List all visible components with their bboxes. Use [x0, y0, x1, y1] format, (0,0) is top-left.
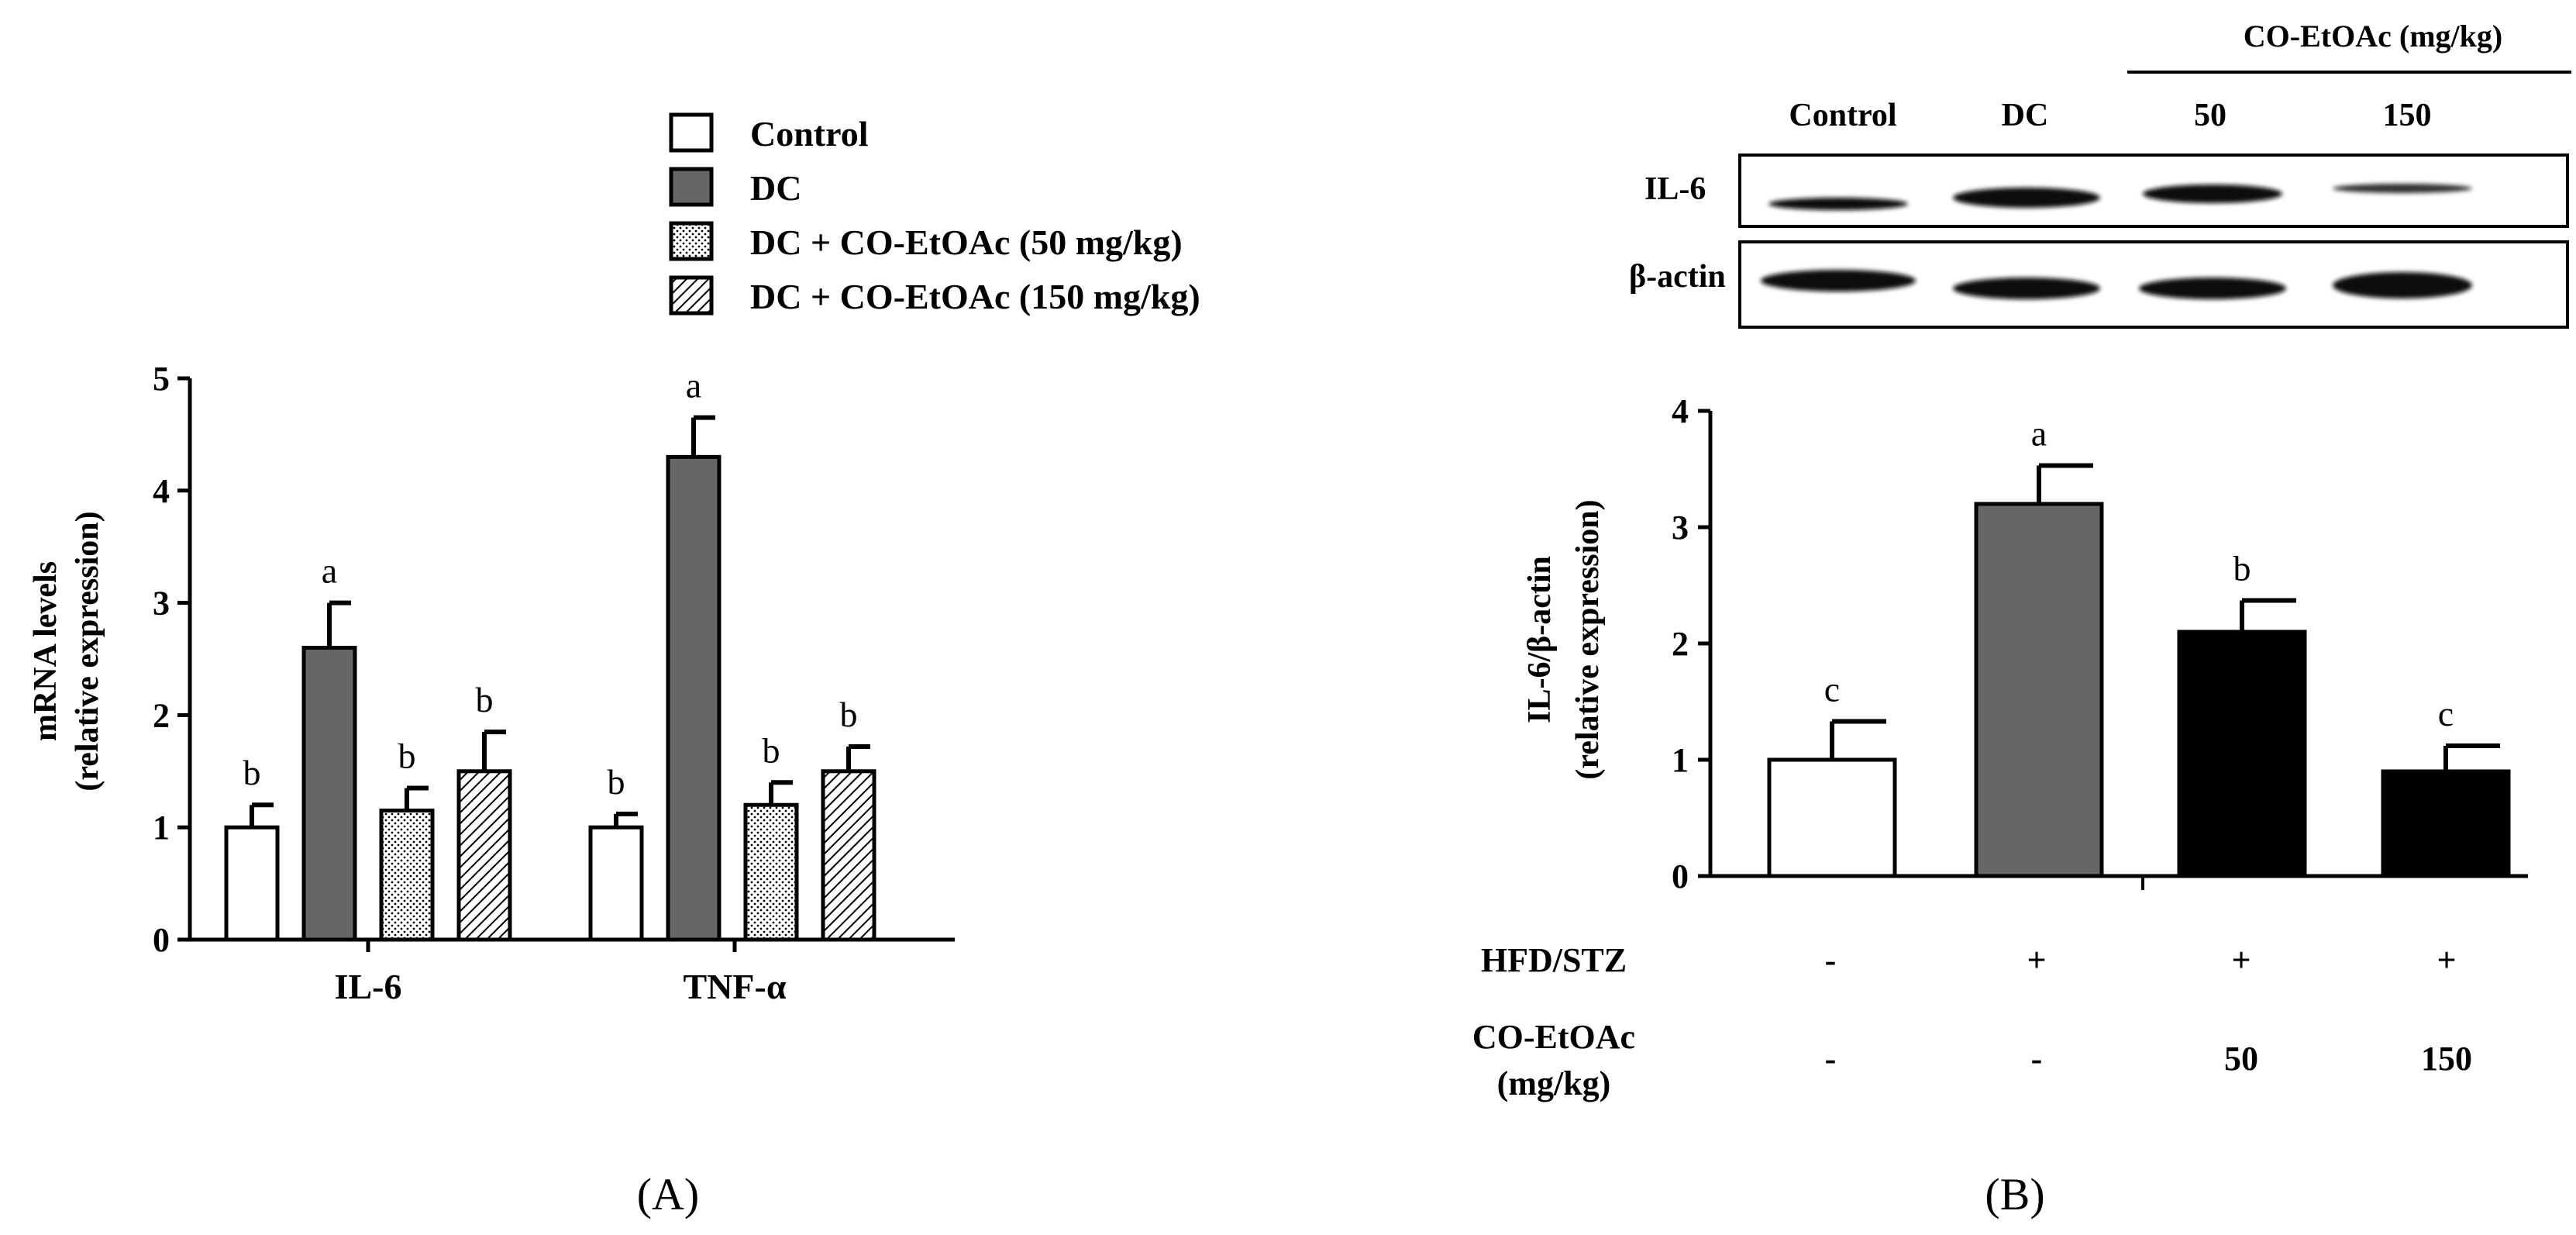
- chart-b-bar: [1974, 502, 2104, 878]
- chart-a-x-category-label: TNF-α: [684, 967, 787, 1006]
- chart-a-significance-letter: b: [763, 730, 780, 770]
- il6-band-50: [2143, 185, 2282, 203]
- chart-a-bar: [743, 802, 799, 942]
- panel-b-label: (B): [1985, 1169, 2044, 1219]
- chart-a-significance-letter: b: [243, 753, 261, 792]
- condition-table: HFD/STZ CO-EtOAc (mg/kg) - + + + - - 50 …: [1472, 941, 2472, 1102]
- western-blot: CO-EtOAc (mg/kg) Control DC 50 150 IL-6 …: [1629, 19, 2571, 329]
- chart-a-bar: [379, 808, 435, 942]
- legend-label-control: Control: [750, 114, 869, 154]
- chart-b-significance-letter: c: [1824, 670, 1840, 709]
- blot-lane-label: Control: [1789, 98, 1896, 133]
- actin-band-control: [1761, 270, 1916, 292]
- condition-label-coetoac-line1: CO-EtOAc: [1472, 1018, 1635, 1056]
- condition-label-hfd-stz: HFD/STZ: [1481, 941, 1627, 979]
- blot-lane-labels: Control DC 50 150: [1789, 98, 2431, 133]
- condition-value: 50: [2224, 1040, 2258, 1078]
- condition-label-coetoac-line2: (mg/kg): [1497, 1064, 1611, 1102]
- chart-a-x-category-label: IL-6: [335, 967, 402, 1006]
- chart-a-y-tick-label: 0: [153, 921, 170, 959]
- chart-a-significance-letter: a: [322, 551, 337, 591]
- panel-a-label: (A): [637, 1169, 700, 1219]
- legend-label-dc-50: DC + CO-EtOAc (50 mg/kg): [750, 223, 1183, 262]
- chart-b-y-tick-label: 2: [1672, 625, 1689, 663]
- blot-row-label-il6: IL-6: [1644, 171, 1706, 207]
- panel-b: CO-EtOAc (mg/kg) Control DC 50 150 IL-6 …: [1472, 19, 2571, 1219]
- condition-value: -: [1825, 941, 1837, 979]
- chart-a-significance-letter: b: [398, 737, 416, 776]
- il6-bands: [1768, 184, 2472, 210]
- il6-band-150: [2333, 184, 2472, 193]
- legend-label-dc-150: DC + CO-EtOAc (150 mg/kg): [750, 277, 1200, 316]
- legend-swatch-control: [669, 112, 714, 153]
- chart-b-bar: [2381, 769, 2511, 878]
- il6-band-dc: [1953, 188, 2100, 208]
- legend-swatch-dc-50: [669, 221, 714, 261]
- actin-bands: [1761, 270, 2472, 299]
- il6-band-control: [1768, 198, 1908, 210]
- legend-swatch-dc: [669, 167, 714, 207]
- blot-lane-label: 50: [2194, 98, 2226, 133]
- panel-a: Control DC DC + CO-EtOAc (50 mg/kg) DC +…: [28, 112, 1200, 1219]
- chart-b-bar: [1767, 757, 1897, 878]
- chart-a-bar: [588, 825, 644, 942]
- chart-b-significance-letter: b: [2233, 549, 2251, 588]
- chart-b: IL-6/β-actin (relative expression) 0 1 2 3 4…: [1522, 392, 2528, 895]
- chart-a-y-tick-label: 1: [153, 809, 170, 847]
- chart-a: mRNA levels (relative expression) 0 1 2 3 4 5…: [28, 360, 955, 1006]
- blot-treatment-header: CO-EtOAc (mg/kg): [2244, 19, 2502, 53]
- chart-b-y-tick-label: 3: [1672, 509, 1689, 547]
- chart-a-significance-letter: b: [840, 695, 858, 734]
- actin-band-50: [2139, 278, 2286, 299]
- legend-a: Control DC DC + CO-EtOAc (50 mg/kg) DC +…: [669, 112, 1200, 316]
- condition-value: +: [2231, 941, 2251, 979]
- chart-a-y-tick-label: 5: [153, 360, 170, 398]
- chart-a-ylabel-line1: mRNA levels: [28, 561, 64, 741]
- condition-value: +: [2027, 941, 2046, 979]
- chart-a-bar: [224, 825, 280, 942]
- condition-value: -: [1825, 1040, 1837, 1078]
- actin-band-dc: [1953, 278, 2100, 299]
- chart-b-significance-letter: a: [2031, 414, 2047, 454]
- chart-a-significance-letter: b: [476, 680, 494, 719]
- chart-a-bar: [666, 454, 721, 942]
- condition-value: 150: [2421, 1040, 2472, 1078]
- chart-b-y-tick-label: 4: [1672, 392, 1689, 430]
- chart-a-y-tick-label: 4: [153, 472, 170, 510]
- chart-a-bar: [456, 769, 512, 942]
- legend-label-dc: DC: [750, 168, 801, 208]
- chart-a-significance-letter: a: [686, 366, 701, 405]
- chart-a-y-tick-label: 2: [153, 696, 170, 734]
- chart-a-bar: [821, 769, 876, 942]
- chart-b-ylabel-line2: (relative expression): [1570, 499, 1606, 779]
- chart-b-bars: c a b c: [1767, 414, 2511, 878]
- legend-swatch-dc-150: [669, 275, 714, 316]
- blot-lane-label: 150: [2383, 98, 2432, 133]
- chart-b-y-tick-label: 0: [1672, 857, 1689, 895]
- chart-a-bars: b b a a b b b b: [224, 366, 876, 942]
- chart-a-significance-letter: b: [608, 762, 625, 802]
- chart-b-y-tick-label: 1: [1672, 741, 1689, 779]
- chart-a-y-ticks: 0 1 2 3 4 5: [153, 360, 190, 959]
- condition-value: +: [2437, 941, 2456, 979]
- actin-band-150: [2333, 272, 2472, 298]
- chart-b-significance-letter: c: [2438, 694, 2454, 733]
- chart-b-ylabel-line1: IL-6/β-actin: [1522, 556, 1558, 723]
- chart-a-bar: [301, 646, 357, 942]
- chart-b-y-ticks: 0 1 2 3 4: [1672, 392, 1710, 895]
- blot-lane-label: DC: [2002, 98, 2049, 133]
- chart-a-y-tick-label: 3: [153, 585, 170, 623]
- condition-value: -: [2031, 1040, 2043, 1078]
- chart-b-bar: [2177, 630, 2307, 878]
- blot-row-label-actin: β-actin: [1629, 259, 1726, 295]
- chart-a-ylabel-line2: (relative expression): [70, 511, 105, 791]
- chart-a-x-categories: IL-6 TNF-α: [335, 940, 787, 1006]
